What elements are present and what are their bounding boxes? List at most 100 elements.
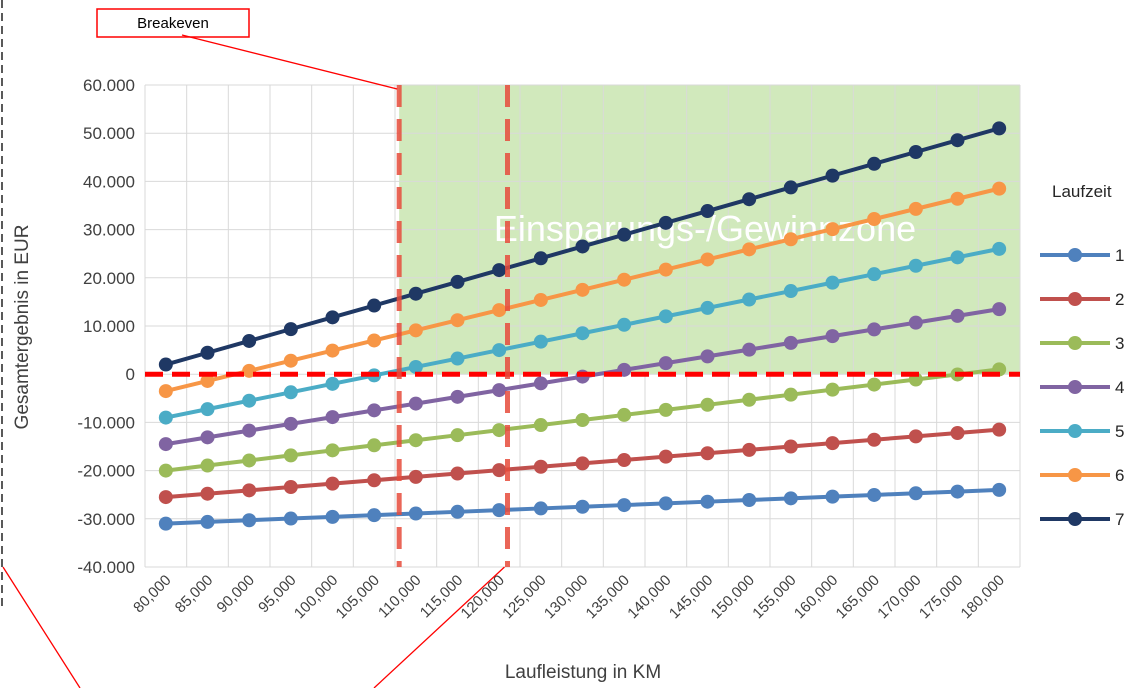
legend: 1 2 3 4 5 6 7 [1040,246,1124,529]
callout-leader-line [2,566,81,688]
series-5-point [283,385,298,400]
series-4-point [700,349,715,364]
y-tick-label: 30.000 [83,221,135,240]
y-tick-label: -40.000 [77,558,135,577]
series-7-point [283,322,298,337]
series-6-point [450,313,465,328]
series-7-point [908,144,923,159]
series-4-point [325,410,340,425]
series-1-point [825,489,840,504]
series-3-point [783,387,798,402]
series-6-point [325,343,340,358]
legend-label-7: 7 [1115,510,1124,529]
series-2-point [617,452,632,467]
series-7-point [200,345,215,360]
series-2-point [242,483,257,498]
series-7-point [408,286,423,301]
y-tick-label: 60.000 [83,76,135,95]
series-6-point [367,333,382,348]
legend-label-2: 2 [1115,290,1124,309]
series-6-point [283,353,298,368]
series-1-point [408,506,423,521]
breakeven-callout-box [96,8,250,38]
series-5-point [158,410,173,425]
series-6-point [242,363,257,378]
y-tick-label: 40.000 [83,172,135,191]
series-6-point [533,292,548,307]
legend-marker-7 [1068,512,1082,526]
callout-leaders [1,0,505,688]
series-5-point [658,309,673,324]
series-2-point [658,449,673,464]
series-7-point [950,133,965,148]
series-4-point [867,322,882,337]
series-5-point [992,241,1007,256]
series-3-point [242,453,257,468]
x-tick-label: 90,000 [214,572,258,616]
series-1-point [783,491,798,506]
series-7-point [367,298,382,313]
series-5-point [825,275,840,290]
legend-label-5: 5 [1115,422,1124,441]
series-5-point [408,359,423,374]
x-tick-label: 85,000 [172,572,216,616]
series-6-point [617,272,632,287]
legend-marker-2 [1068,292,1082,306]
x-tick-label: 150,000 [708,572,758,622]
series-6-point [825,222,840,237]
series-5-point [783,284,798,299]
callout-leader-line [181,34,398,90]
series-2-point [992,422,1007,437]
series-5-point [450,351,465,366]
x-tick-label: 135,000 [583,572,633,622]
series-4-point [908,315,923,330]
breakeven-callout-label: Breakeven [137,15,209,32]
series-1-point [700,494,715,509]
x-tick-label: 120,000 [458,572,508,622]
series-5-point [200,402,215,417]
series-4-point [367,403,382,418]
series-1-point [325,509,340,524]
series-5-point [533,334,548,349]
series-1-point [450,504,465,519]
series-3-point [200,458,215,473]
x-tick-label: 140,000 [624,572,674,622]
series-2-point [783,439,798,454]
series-4-point [158,437,173,452]
series-group [158,121,1007,531]
series-5-point [617,317,632,332]
series-4-point [783,335,798,350]
series-3-point [492,423,507,438]
series-7-point [450,274,465,289]
series-1-point [283,511,298,526]
y-axis-title: Gesamtergebnis in EUR [12,225,33,430]
series-6-point [575,282,590,297]
series-2-point [700,446,715,461]
series-3-point [617,407,632,422]
x-tick-label: 180,000 [958,572,1008,622]
series-4-point [825,329,840,344]
series-4-point [408,396,423,411]
series-1-point [992,482,1007,497]
y-tick-label: -20.000 [77,462,135,481]
series-2-point [325,476,340,491]
y-tick-label: 20.000 [83,269,135,288]
series-3-point [367,438,382,453]
series-7-point [992,121,1007,136]
series-1-point [908,486,923,501]
series-6-point [908,201,923,216]
series-7-point [700,204,715,219]
x-tick-label: 80,000 [130,572,174,616]
series-7-point [783,180,798,195]
series-4-point [450,389,465,404]
series-2-point [408,469,423,484]
series-4-point [950,308,965,323]
series-5-point [950,250,965,265]
series-2-point [908,429,923,444]
series-2-point [575,456,590,471]
series-5-point [575,326,590,341]
legend-label-3: 3 [1115,334,1124,353]
series-5-point [492,343,507,358]
series-1-point [242,513,257,528]
series-1-point [200,514,215,529]
